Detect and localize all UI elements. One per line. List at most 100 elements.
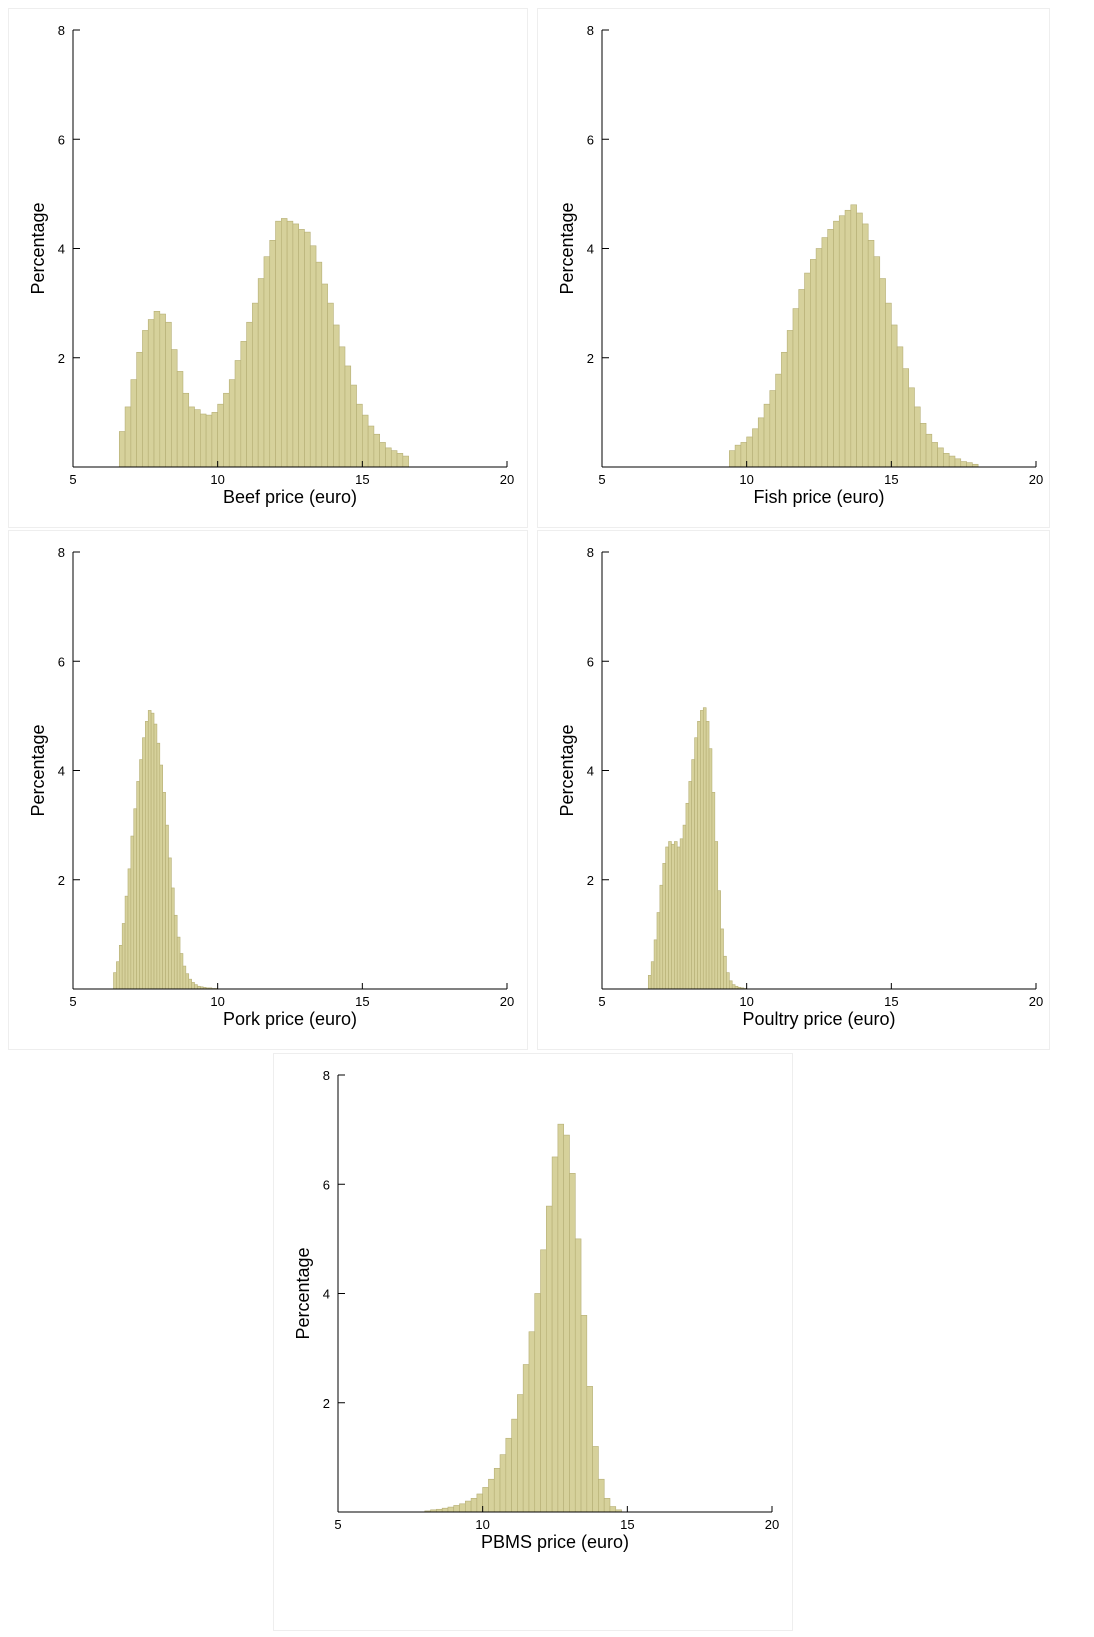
y-tick-label: 4 bbox=[58, 242, 65, 257]
bar bbox=[937, 447, 944, 468]
bar bbox=[127, 868, 132, 990]
y-tick-label: 4 bbox=[587, 242, 594, 257]
bar bbox=[168, 857, 172, 990]
bar bbox=[557, 1123, 564, 1513]
bar bbox=[700, 710, 704, 990]
bar bbox=[367, 425, 375, 468]
y-tick-label: 6 bbox=[587, 132, 594, 147]
bar bbox=[402, 455, 409, 468]
bar bbox=[891, 324, 898, 468]
bar bbox=[499, 1454, 507, 1513]
panel-frame bbox=[537, 530, 1050, 1050]
bar bbox=[609, 1506, 617, 1513]
y-tick-label: 2 bbox=[58, 351, 65, 366]
bar bbox=[176, 936, 181, 990]
bar bbox=[674, 841, 678, 990]
bar bbox=[327, 302, 334, 468]
x-tick-label: 10 bbox=[739, 472, 753, 487]
bar bbox=[729, 450, 736, 468]
bar bbox=[943, 453, 950, 468]
y-tick-label: 2 bbox=[323, 1396, 330, 1411]
bar bbox=[379, 442, 386, 468]
bar bbox=[179, 953, 184, 990]
bar bbox=[136, 351, 143, 468]
bar bbox=[908, 387, 915, 468]
bar bbox=[147, 319, 155, 468]
bar bbox=[873, 256, 881, 468]
y-tick-label: 2 bbox=[587, 873, 594, 888]
bar bbox=[257, 278, 265, 468]
bar bbox=[879, 278, 886, 468]
bar bbox=[228, 379, 236, 468]
x-axis-label: Pork price (euro) bbox=[223, 1009, 357, 1029]
bar bbox=[702, 707, 707, 990]
bar bbox=[546, 1205, 553, 1513]
bar bbox=[385, 447, 392, 468]
bar bbox=[130, 835, 135, 990]
bar bbox=[171, 887, 175, 990]
bar bbox=[598, 1478, 605, 1513]
bar bbox=[711, 792, 716, 990]
x-tick-label: 15 bbox=[355, 472, 369, 487]
y-tick-label: 8 bbox=[323, 1068, 330, 1083]
bar bbox=[685, 802, 690, 990]
panel: 2 4 6 8 5 10 15 20 Fish price (euro) Percentage bbox=[537, 8, 1050, 528]
bar bbox=[194, 409, 201, 468]
bar bbox=[315, 261, 323, 468]
bar bbox=[194, 984, 198, 990]
bar bbox=[731, 984, 736, 990]
bar bbox=[705, 721, 710, 990]
bar bbox=[551, 1156, 559, 1513]
bar bbox=[252, 302, 259, 468]
bar bbox=[396, 453, 404, 468]
panel-frame bbox=[8, 530, 528, 1050]
bar bbox=[740, 442, 747, 468]
bar bbox=[717, 890, 721, 990]
bar bbox=[211, 412, 218, 468]
bar bbox=[173, 914, 178, 990]
y-tick-label: 6 bbox=[58, 132, 65, 147]
bar bbox=[459, 1503, 466, 1513]
x-tick-label: 15 bbox=[355, 994, 369, 1009]
bar bbox=[522, 1364, 530, 1513]
bar bbox=[142, 330, 149, 468]
x-tick-label: 10 bbox=[739, 994, 753, 1009]
bar bbox=[714, 841, 719, 990]
y-tick-label: 4 bbox=[323, 1287, 330, 1302]
y-axis-label: Percentage bbox=[293, 1247, 313, 1339]
bar bbox=[165, 824, 169, 990]
bar bbox=[833, 220, 840, 468]
y-tick-label: 8 bbox=[587, 23, 594, 38]
bar bbox=[534, 1293, 541, 1513]
bar bbox=[688, 781, 692, 990]
bar bbox=[453, 1505, 460, 1513]
bar bbox=[781, 351, 788, 468]
panel: 2 4 6 8 5 10 15 20 PBMS price (euro) Percentage bbox=[273, 1053, 793, 1631]
bar bbox=[925, 433, 933, 468]
x-axis-label: Fish price (euro) bbox=[753, 487, 884, 507]
bar bbox=[159, 313, 166, 468]
bar bbox=[729, 980, 733, 990]
y-tick-label: 8 bbox=[58, 545, 65, 560]
bar bbox=[850, 204, 857, 468]
bar bbox=[697, 721, 701, 990]
bar bbox=[827, 229, 834, 468]
bar bbox=[798, 289, 805, 468]
x-tick-label: 5 bbox=[334, 1517, 341, 1532]
bar bbox=[118, 431, 126, 468]
bar bbox=[356, 403, 363, 468]
bar bbox=[662, 863, 666, 990]
x-tick-label: 5 bbox=[598, 472, 605, 487]
y-tick-label: 4 bbox=[58, 764, 65, 779]
bar bbox=[465, 1500, 472, 1513]
x-tick-label: 20 bbox=[1029, 994, 1043, 1009]
bar bbox=[726, 972, 730, 990]
bar bbox=[182, 965, 187, 990]
bar bbox=[574, 1238, 582, 1513]
x-tick-label: 15 bbox=[620, 1517, 634, 1532]
y-tick-label: 6 bbox=[323, 1177, 330, 1192]
bar bbox=[720, 928, 724, 990]
bar bbox=[838, 215, 846, 468]
x-tick-label: 20 bbox=[500, 472, 514, 487]
bar bbox=[919, 422, 927, 468]
